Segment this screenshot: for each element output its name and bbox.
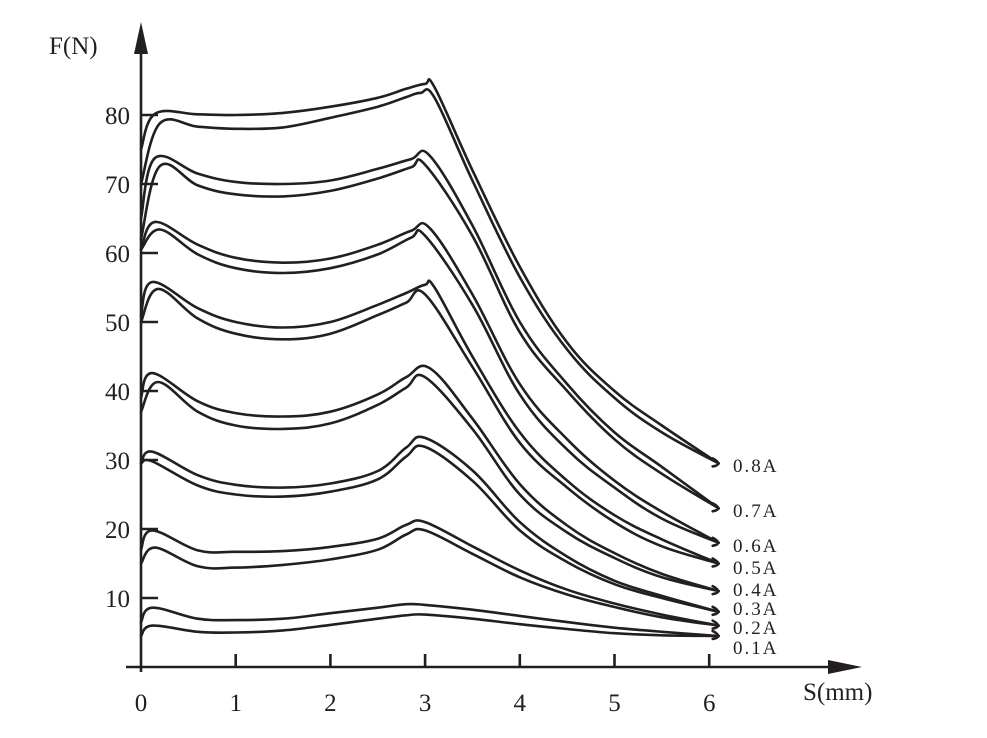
lower-branch [139, 228, 720, 545]
upper-branch [139, 602, 720, 638]
loop-0_4A [139, 364, 720, 596]
upper-branch [139, 364, 720, 593]
series-label: 0.1A [733, 638, 778, 659]
y-ticks: 10 20 30 40 50 60 70 80 [105, 103, 158, 613]
loop-0_2A [139, 519, 720, 630]
y-axis-title: F(N) [49, 33, 98, 60]
series-label: 0.5A [733, 558, 778, 579]
loop-tip [711, 502, 720, 513]
lower-branch [139, 444, 720, 614]
series-label: 0.8A [733, 456, 778, 477]
x-tick-label: 3 [419, 690, 432, 717]
series-labels: 0.8A 0.7A 0.6A0.5A0.4A0.3A0.2A0.1A [733, 456, 778, 659]
lower-branch [139, 88, 720, 465]
y-tick-label: 60 [105, 241, 130, 268]
loop-0_8A [139, 78, 720, 468]
loop-tip [711, 605, 720, 617]
loop-tip [711, 536, 720, 548]
x-tick-label: 5 [608, 690, 621, 717]
x-tick-label: 2 [324, 690, 337, 717]
lower-branch [139, 527, 720, 627]
loop-0_6A [139, 220, 720, 548]
loop-0_1A [139, 602, 720, 641]
upper-branch [139, 78, 720, 465]
upper-branch [139, 220, 720, 545]
loop-0_5A [139, 279, 720, 568]
series-label: 0.7A [733, 501, 778, 522]
upper-branch [139, 149, 720, 510]
y-axis-arrow-icon [134, 22, 148, 54]
y-tick-label: 40 [105, 379, 130, 406]
loop-0_3A [139, 435, 720, 617]
loop-tip [711, 629, 720, 641]
x-tick-label: 4 [514, 690, 527, 717]
x-ticks: 0 1 2 3 4 5 6 [135, 654, 716, 717]
y-tick-label: 80 [105, 103, 130, 130]
lower-branch [139, 373, 720, 593]
lower-branch [139, 287, 720, 565]
x-tick-label: 0 [135, 690, 148, 717]
loop-tip [711, 619, 720, 630]
x-tick-label: 6 [703, 690, 716, 717]
loop-0_7A [139, 149, 720, 513]
y-tick-label: 30 [105, 448, 130, 475]
series-label: 0.2A [733, 618, 778, 639]
y-tick-label: 50 [105, 310, 130, 337]
loop-tip [711, 457, 720, 468]
upper-branch [139, 435, 720, 614]
lower-branch [139, 613, 720, 638]
y-tick-label: 20 [105, 517, 130, 544]
series-label: 0.6A [733, 536, 778, 557]
x-axis-arrow-icon [828, 660, 862, 674]
x-axis-title: S(mm) [803, 679, 872, 706]
axes: F(N) S(mm) 0 1 2 3 4 5 6 10 20 30 40 50 60 70 80 [49, 22, 872, 717]
curves [139, 78, 720, 641]
series-label: 0.4A [733, 580, 778, 601]
series-label: 0.3A [733, 599, 778, 620]
lower-branch [139, 158, 720, 510]
upper-branch [139, 279, 720, 565]
y-tick-label: 10 [105, 586, 130, 613]
x-tick-label: 1 [229, 690, 242, 717]
y-tick-label: 70 [105, 172, 130, 199]
upper-branch [139, 519, 720, 627]
loop-tip [711, 557, 720, 568]
loop-tip [711, 584, 720, 596]
